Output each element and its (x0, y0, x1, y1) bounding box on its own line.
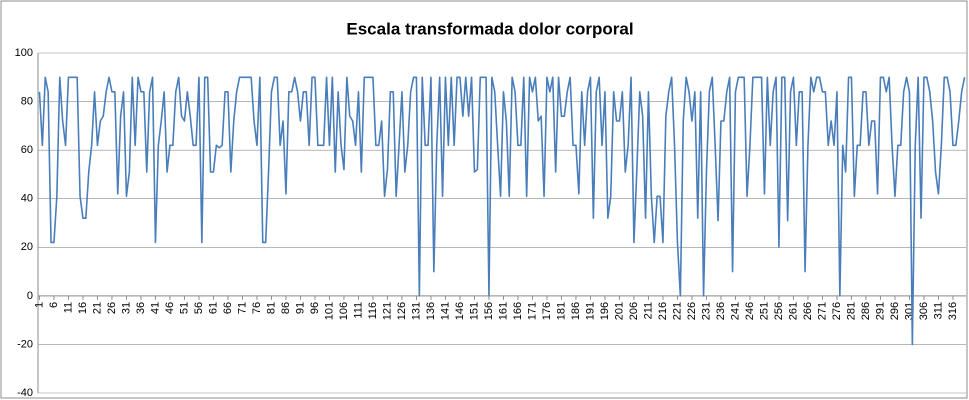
x-tick-label: 141 (439, 302, 451, 320)
x-tick-label: 261 (787, 302, 799, 320)
x-tick-label: 171 (526, 302, 538, 320)
x-tick-label: 86 (280, 302, 292, 314)
x-tick-label: 81 (265, 302, 277, 314)
x-tick-label: 136 (425, 302, 437, 320)
y-tick-label: 60 (21, 144, 33, 156)
x-tick-label: 11 (62, 302, 74, 313)
x-tick-label: 281 (845, 302, 857, 320)
x-tick-label: 121 (381, 302, 393, 320)
x-tick-label: 266 (802, 302, 814, 320)
x-tick-label: 21 (91, 302, 103, 314)
x-tick-label: 101 (323, 302, 335, 320)
x-tick-label: 256 (773, 302, 785, 320)
x-tick-label: 126 (396, 302, 408, 320)
x-tick-label: 131 (410, 302, 422, 320)
data-line (38, 76, 966, 346)
x-tick-label: 76 (251, 302, 263, 314)
x-tick-label: 311 (932, 302, 944, 320)
x-tick-label: 251 (758, 302, 770, 320)
x-tick-label: 276 (831, 302, 843, 320)
x-tick-label: 51 (178, 302, 190, 314)
x-tick-label: 66 (222, 302, 234, 314)
x-tick-label: 271 (816, 302, 828, 320)
x-tick-label: 106 (338, 302, 350, 320)
x-tick-label: 211 (642, 302, 654, 320)
x-tick-label: 291 (874, 302, 886, 320)
y-tick-label: -40 (17, 387, 33, 399)
y-tick-label: 20 (21, 241, 33, 253)
x-tick-label: 191 (584, 302, 596, 320)
x-tick-label: 41 (149, 302, 161, 314)
x-tick-label: 186 (570, 302, 582, 320)
chart-title: Escala transformada dolor corporal (346, 19, 633, 38)
y-tick-label: 80 (21, 95, 33, 107)
x-tick-label: 16 (77, 302, 89, 314)
x-tick-label: 151 (468, 302, 480, 320)
x-tick-label: 201 (613, 302, 625, 320)
x-tick-label: 246 (744, 302, 756, 320)
x-tick-label: 31 (120, 302, 132, 314)
x-tick-label: 216 (657, 302, 669, 320)
x-tick-label: 1 (33, 302, 45, 308)
x-tick-label: 96 (309, 302, 321, 314)
y-tick-label: -20 (17, 338, 33, 350)
x-tick-label: 166 (512, 302, 524, 320)
x-tick-label: 296 (889, 302, 901, 320)
x-tick-label: 26 (106, 302, 118, 314)
x-tick-label: 316 (947, 302, 959, 320)
x-tick-label: 61 (207, 302, 219, 314)
y-tick-label: 40 (21, 193, 33, 205)
x-tick-label: 46 (164, 302, 176, 314)
y-tick-label: 0 (27, 290, 33, 302)
x-tick-label: 221 (671, 302, 683, 320)
x-tick-label: 146 (454, 302, 466, 320)
y-tick-label: 100 (15, 47, 33, 59)
x-tick-label: 206 (628, 302, 640, 320)
x-tick-label: 236 (715, 302, 727, 320)
x-tick-label: 36 (135, 302, 147, 314)
x-tick-label: 181 (555, 302, 567, 320)
x-tick-label: 241 (729, 302, 741, 320)
x-tick-label: 111 (352, 302, 364, 319)
x-tick-label: 306 (918, 302, 930, 320)
x-tick-label: 6 (48, 302, 60, 308)
x-tick-label: 196 (599, 302, 611, 320)
x-tick-label: 56 (193, 302, 205, 314)
x-tick-label: 161 (497, 302, 509, 320)
x-tick-label: 286 (860, 302, 872, 320)
x-tick-label: 116 (367, 302, 379, 320)
x-tick-label: 91 (294, 302, 306, 314)
x-tick-label: 156 (483, 302, 495, 320)
x-tick-label: 231 (700, 302, 712, 320)
x-tick-label: 226 (686, 302, 698, 320)
x-tick-label: 71 (236, 302, 248, 314)
x-tick-label: 176 (541, 302, 553, 320)
